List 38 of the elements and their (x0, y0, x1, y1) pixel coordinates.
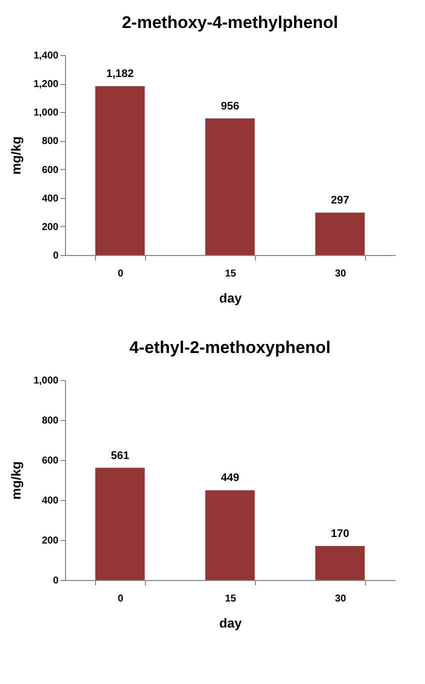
y-tick-label: 200 (42, 536, 59, 546)
data-label: 297 (330, 194, 350, 207)
y-tick-label: 1,400 (33, 50, 59, 62)
y-axis-title: mg/kg (8, 136, 24, 175)
bar (95, 86, 145, 255)
data-label: 561 (110, 450, 130, 462)
chart-title: 2-methoxy-4-methylphenol (122, 13, 338, 32)
x-axis-title: day (219, 290, 242, 306)
y-tick-label: 800 (42, 416, 59, 426)
bar (95, 468, 145, 580)
y-tick-label: 600 (42, 164, 59, 176)
data-label: 170 (330, 528, 350, 540)
x-tick-label: 15 (224, 268, 236, 280)
data-label: 1,182 (106, 68, 134, 80)
y-tick-label: 0 (52, 250, 59, 262)
data-label: 956 (220, 100, 240, 112)
x-tick-label: 15 (224, 594, 236, 604)
y-tick-label: 0 (52, 576, 59, 586)
y-tick-label: 400 (42, 496, 59, 506)
y-tick-label: 600 (42, 456, 59, 466)
y-tick-label: 1,000 (33, 108, 59, 119)
x-tick-label: 30 (334, 268, 346, 280)
y-axis-title: mg/kg (8, 461, 24, 500)
y-tick-label: 400 (42, 193, 59, 204)
y-tick-label: 800 (42, 136, 59, 148)
bar (205, 490, 255, 580)
y-tick-label: 1,200 (33, 79, 59, 90)
bar (205, 118, 255, 255)
x-tick-label: 30 (334, 594, 346, 604)
data-label: 449 (220, 472, 240, 484)
x-tick-label: 0 (118, 594, 124, 604)
y-tick-label: 1,000 (33, 376, 59, 386)
chart-title: 4-ethyl-2-methoxyphenol (129, 338, 331, 357)
x-axis-title: day (219, 616, 242, 630)
bar (315, 546, 365, 580)
bar (315, 212, 365, 255)
y-tick-label: 200 (42, 222, 59, 233)
x-tick-label: 0 (118, 268, 124, 280)
